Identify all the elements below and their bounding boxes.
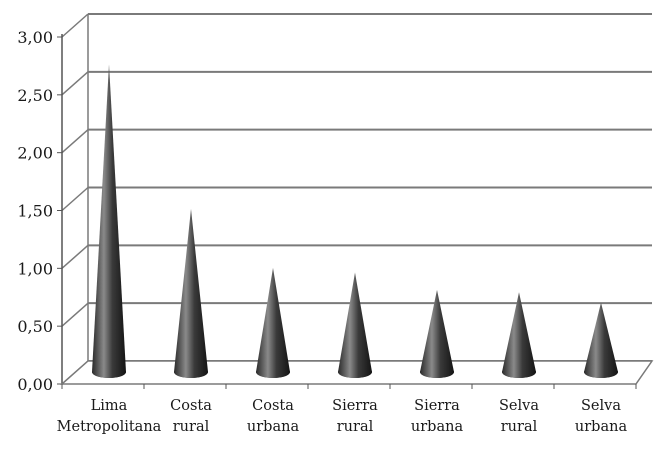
x-category-label: Sierra urbana — [411, 398, 464, 435]
cone-bar — [420, 289, 454, 378]
cone-bar — [92, 64, 126, 379]
cone-body — [256, 267, 290, 378]
cone-body — [420, 289, 454, 378]
x-category-label: Selva urbana — [575, 398, 628, 435]
x-category-label: Selva rural — [499, 398, 539, 435]
gridline-wall-edge — [61, 244, 89, 269]
y-tick-label: 2,00 — [17, 144, 53, 163]
cone-body — [174, 208, 208, 378]
cone-body — [92, 64, 126, 379]
cone-bar — [256, 267, 290, 378]
gridline-wall-edge — [61, 13, 89, 38]
gridline-wall-edge — [61, 71, 89, 96]
y-tick-label: 1,50 — [17, 202, 53, 221]
cone-body — [584, 302, 618, 378]
y-tick-label: 3,00 — [17, 28, 53, 47]
cone-body — [502, 292, 536, 378]
gridline-wall-edge — [61, 302, 89, 327]
cone-body — [338, 272, 372, 378]
y-tick-label: 0,50 — [17, 317, 53, 336]
y-tick-label: 1,00 — [17, 259, 53, 278]
x-category-label: Sierra rural — [332, 398, 378, 435]
x-category-label: Costa urbana — [247, 398, 300, 435]
gridline-wall-edge — [61, 129, 89, 154]
cone-bar — [174, 208, 208, 378]
cone-bar — [584, 302, 618, 378]
gridline-wall-edge — [61, 186, 89, 212]
y-axis-tick-labels: 0,00 0,50 1,00 1,50 2,00 2,50 3,00 — [17, 28, 53, 394]
y-tick-label: 2,50 — [17, 86, 53, 105]
data-cones — [92, 64, 618, 379]
cone-bar — [338, 272, 372, 378]
cone-bar — [502, 292, 536, 378]
y-tick-label: 0,00 — [17, 375, 53, 394]
x-category-label: Costa rural — [170, 398, 212, 435]
x-category-label: Lima Metropolitana — [57, 398, 162, 435]
